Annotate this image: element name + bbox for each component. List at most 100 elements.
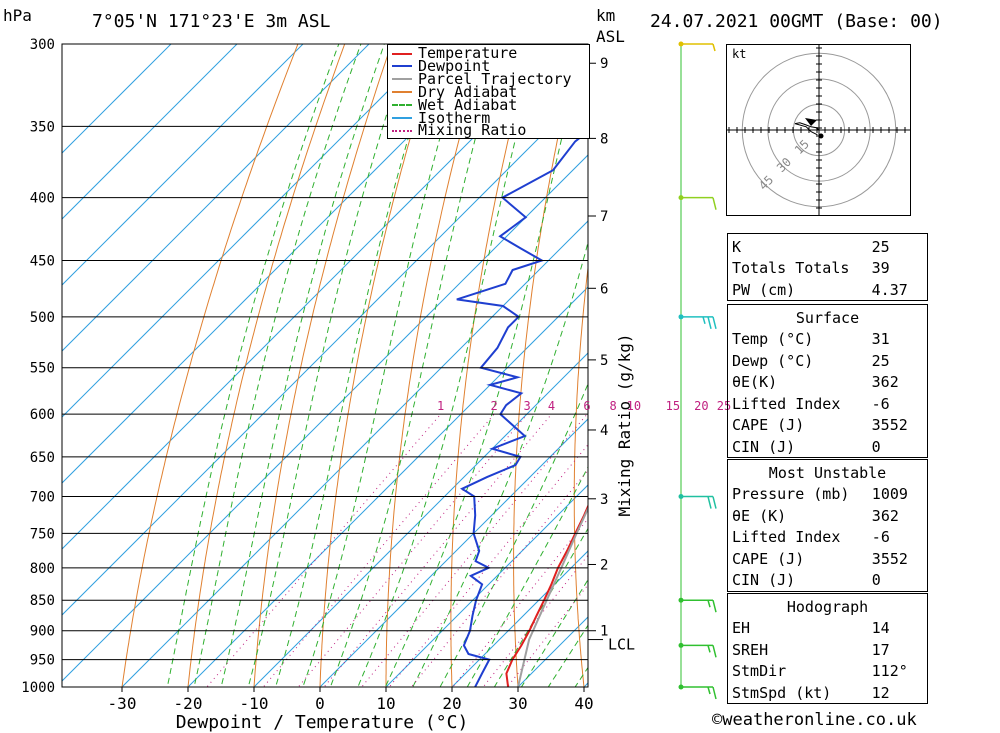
x-tick-label: -30 bbox=[108, 694, 137, 713]
index-value: 4.37 bbox=[871, 280, 908, 299]
x-tick-label: 40 bbox=[574, 694, 593, 713]
index-label: CIN (J) bbox=[732, 437, 796, 456]
pressure-tick-label: 1000 bbox=[21, 680, 55, 696]
index-value: 3552 bbox=[871, 549, 908, 568]
location-title: 7°05'N 171°23'E 3m ASL bbox=[92, 11, 331, 32]
chart-legend: Temperature Dewpoint Parcel Trajectory Dry … bbox=[387, 44, 590, 139]
dry-adiabat bbox=[513, 44, 580, 687]
index-value: 362 bbox=[871, 506, 899, 525]
pressure-tick-label: 500 bbox=[30, 310, 55, 326]
index-row: CIN (J) 0 bbox=[728, 570, 927, 592]
hodograph-params-box: Hodograph EH 14 SREH 17 StmDir 112° StmSpd (kt)… bbox=[727, 593, 928, 704]
pressure-tick-label: 400 bbox=[30, 191, 55, 207]
index-value: 1009 bbox=[871, 485, 908, 504]
km-tick-label: 3 bbox=[600, 492, 608, 508]
wet-adiabat bbox=[466, 465, 588, 687]
mixing-ratio-line bbox=[206, 413, 442, 687]
index-row: K 25 bbox=[728, 236, 927, 258]
km-tick-label: 1 bbox=[600, 624, 608, 640]
mixing-ratio-line bbox=[452, 518, 588, 687]
lcl-label: LCL bbox=[608, 636, 635, 654]
index-label: Temp (°C) bbox=[732, 330, 814, 349]
legend-item: Isotherm bbox=[392, 108, 491, 127]
mixing-ratio-line bbox=[506, 584, 588, 687]
isotherm bbox=[62, 44, 304, 286]
wind-barb-flag bbox=[712, 197, 717, 210]
wet-adiabat bbox=[493, 527, 588, 687]
legend-label: Isotherm bbox=[418, 108, 491, 127]
pressure-tick-label: 950 bbox=[30, 653, 55, 669]
mixing-ratio-label: 10 bbox=[627, 399, 641, 413]
index-value: 17 bbox=[871, 640, 890, 659]
dry-adiabat bbox=[385, 44, 486, 687]
dry-adiabat bbox=[573, 263, 588, 687]
wet-adiabat bbox=[166, 44, 340, 687]
isotherm bbox=[62, 44, 436, 418]
footer[interactable]: ©weatheronline.co.uk bbox=[712, 710, 917, 730]
pressure-tick-label: 300 bbox=[30, 37, 55, 53]
legend-item: Dry Adiabat bbox=[392, 84, 517, 99]
wet-adiabat bbox=[302, 44, 468, 687]
index-value: 12 bbox=[871, 683, 890, 702]
site-link[interactable]: weatheronline.co.uk bbox=[722, 710, 917, 730]
dry-adiabat bbox=[319, 44, 439, 687]
storm-motion-dot bbox=[818, 133, 824, 139]
x-tick-label: 20 bbox=[442, 694, 461, 713]
mixing-ratio-line bbox=[262, 413, 495, 687]
index-row: PW (cm) 4.37 bbox=[728, 279, 927, 301]
index-row: θE (K) 362 bbox=[728, 505, 927, 527]
pressure-tick-label: 800 bbox=[30, 561, 55, 577]
isotherm bbox=[187, 286, 588, 687]
dry-adiabat bbox=[121, 44, 299, 687]
index-row: Dewp (°C) 25 bbox=[728, 350, 927, 372]
wind-barbs bbox=[678, 41, 717, 700]
wet-adiabat bbox=[547, 624, 588, 687]
mixing-ratio-label: 1 bbox=[437, 399, 444, 413]
index-label: CAPE (J) bbox=[732, 549, 805, 568]
mixing-ratio-line bbox=[297, 413, 528, 687]
km-tick-label: 6 bbox=[600, 281, 608, 297]
dry-adiabat bbox=[253, 44, 393, 687]
index-value: 14 bbox=[871, 619, 890, 638]
pressure-tick-label: 450 bbox=[30, 254, 55, 270]
wind-barb-flag bbox=[712, 600, 717, 613]
mixing-ratio-label: 2 bbox=[490, 399, 497, 413]
index-row: StmDir 112° bbox=[728, 661, 927, 683]
index-label: θE (K) bbox=[732, 506, 787, 525]
wet-adiabat bbox=[520, 578, 588, 687]
index-label: CAPE (J) bbox=[732, 416, 805, 435]
km-label: km bbox=[596, 6, 616, 25]
mixing-ratio-label: 15 bbox=[666, 399, 680, 413]
storm-motion-arrow bbox=[805, 118, 817, 126]
mixing-ratio-label: 6 bbox=[583, 399, 590, 413]
index-value: 362 bbox=[871, 373, 899, 392]
index-label: θE(K) bbox=[732, 373, 778, 392]
wind-barb-flag bbox=[707, 316, 712, 329]
mixing-ratio-label: 20 bbox=[694, 399, 708, 413]
legend-swatch bbox=[392, 78, 412, 81]
km-tick-label: 4 bbox=[600, 423, 608, 439]
wet-adiabat bbox=[275, 44, 438, 687]
mixing-ratio-line bbox=[361, 413, 588, 687]
dry-adiabat bbox=[690, 7, 726, 713]
wind-barb-half bbox=[707, 599, 711, 608]
pressure-tick-label: 550 bbox=[30, 361, 55, 377]
legend-swatch bbox=[392, 129, 412, 132]
legend-swatch bbox=[392, 91, 412, 94]
wet-adiabat bbox=[439, 382, 588, 687]
legend-item: Parcel Trajectory bbox=[392, 71, 572, 86]
dry-adiabat bbox=[633, 7, 680, 713]
wet-adiabat bbox=[384, 44, 586, 687]
index-label: Pressure (mb) bbox=[732, 485, 850, 504]
wind-barb-flag bbox=[712, 316, 717, 329]
wet-adiabat bbox=[193, 44, 362, 687]
x-tick-label: -10 bbox=[240, 694, 269, 713]
wet-adiabat bbox=[247, 44, 411, 687]
km-tick-label: 2 bbox=[600, 557, 608, 573]
x-axis-label: Dewpoint / Temperature (°C) bbox=[176, 712, 469, 733]
wind-barb-half bbox=[707, 686, 711, 695]
mixing-ratio-line bbox=[323, 413, 552, 687]
dry-adiabat bbox=[450, 44, 533, 687]
plot-frame bbox=[61, 43, 589, 688]
